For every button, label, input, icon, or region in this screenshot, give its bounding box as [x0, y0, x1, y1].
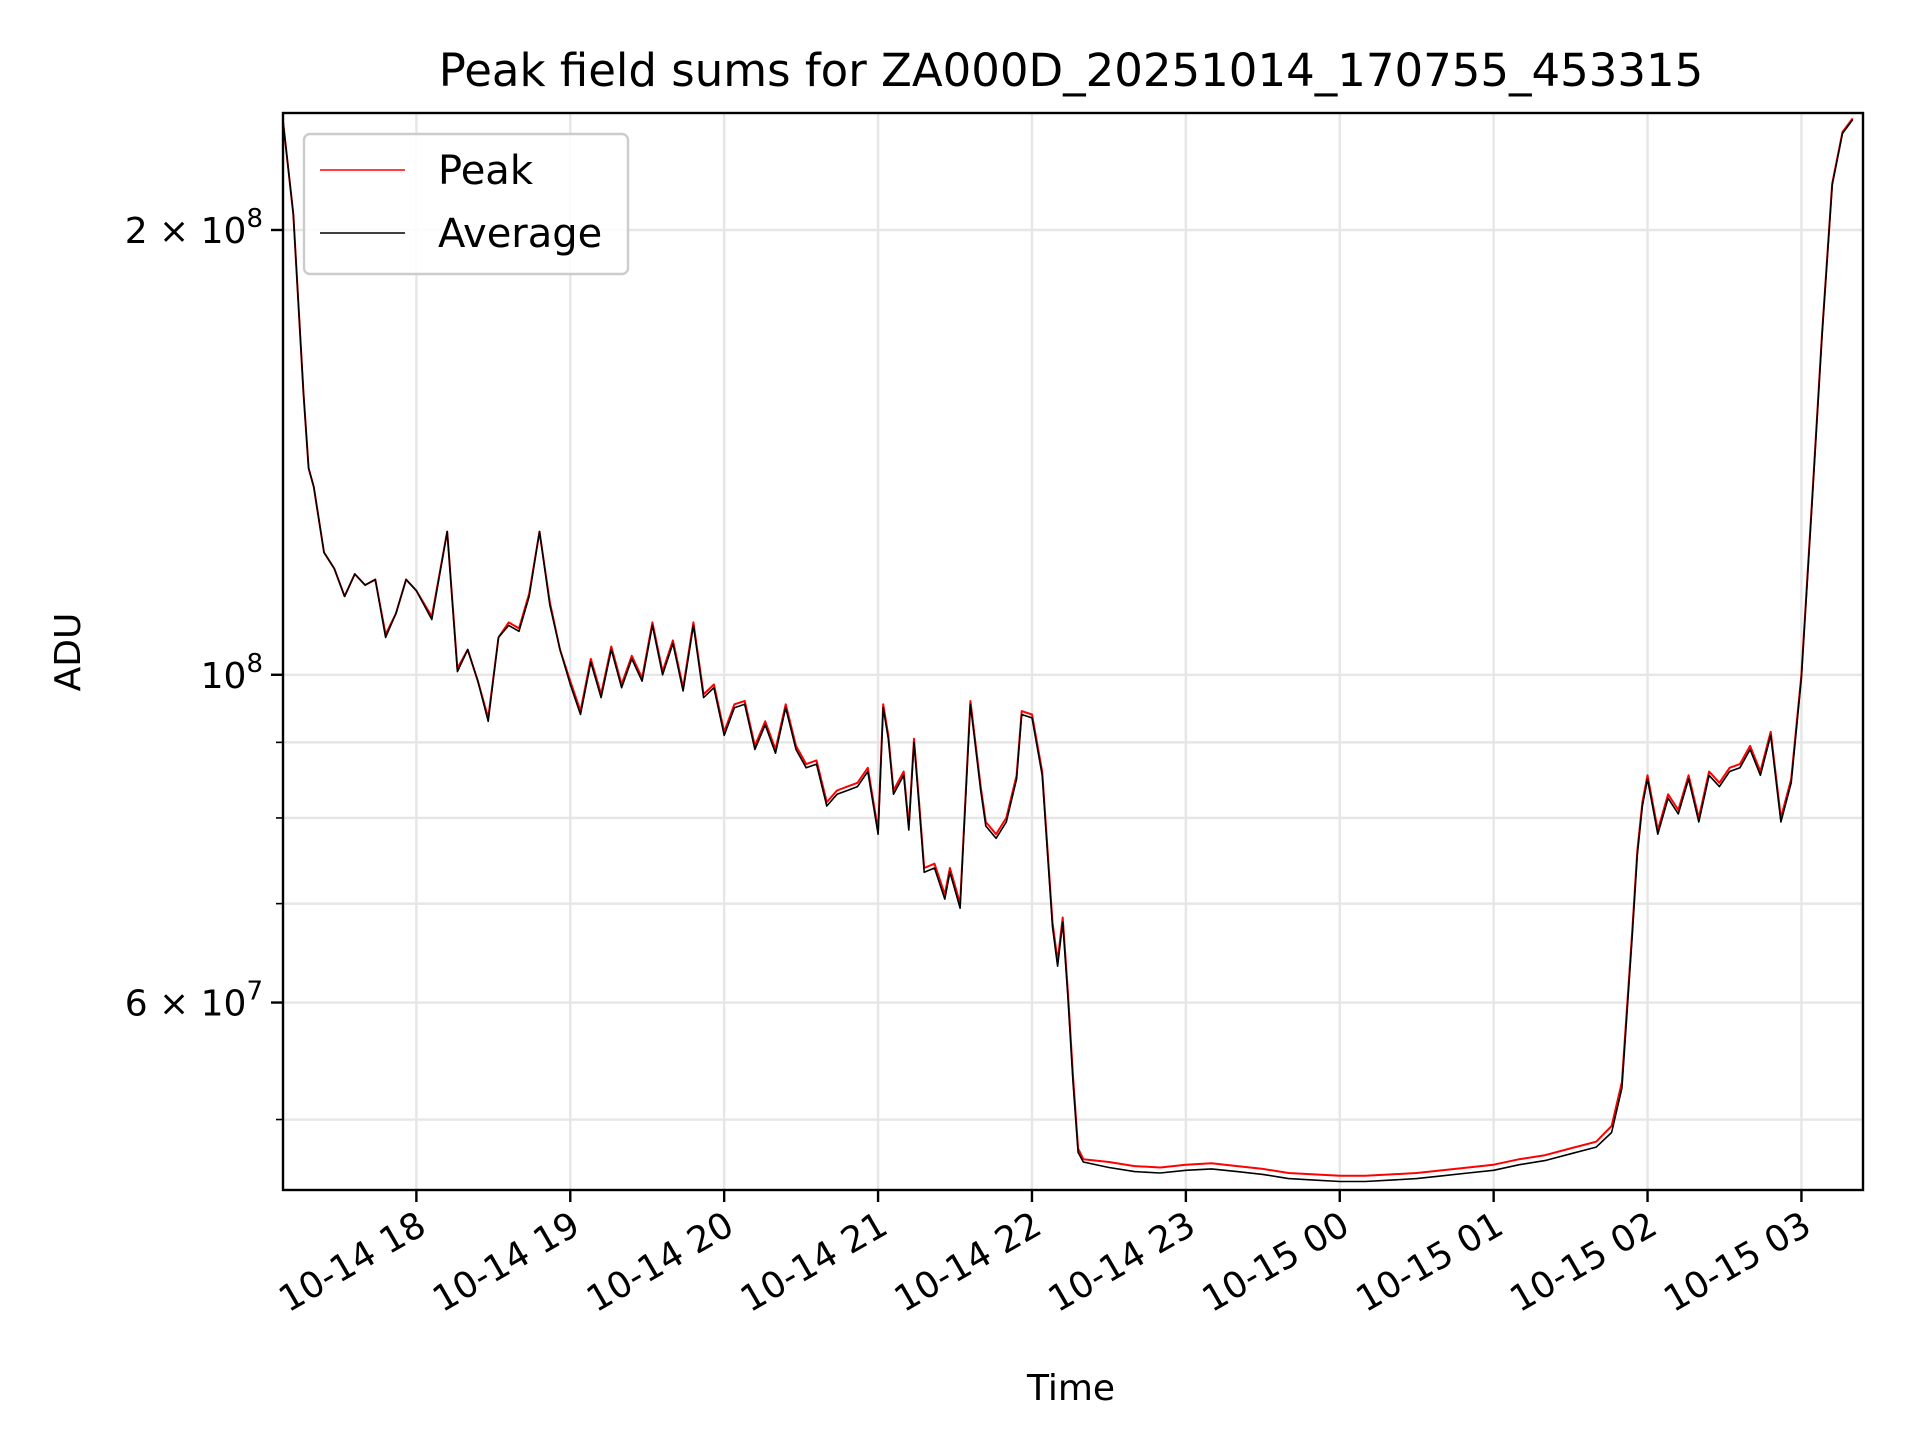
plot-frame: [281, 111, 1865, 1192]
legend: Peak Average: [302, 132, 630, 276]
chart-title: Peak field sums for ZA000D_20251014_1707…: [439, 44, 1704, 97]
y-axis-label: ADU: [48, 613, 89, 692]
y-tick-label: 2 × 108: [125, 204, 263, 252]
series-line-average: [283, 119, 1854, 1183]
y-axis-ticks: 6 × 107 108 2 × 108: [125, 204, 283, 1121]
legend-label-average: Average: [438, 211, 602, 257]
y-tick-label: 6 × 107: [125, 977, 263, 1025]
legend-box: [302, 132, 630, 276]
legend-label-peak: Peak: [438, 148, 534, 194]
y-tick-label: 108: [201, 649, 263, 697]
grid-lines: [283, 113, 1863, 1190]
series-layer: [283, 117, 1854, 1183]
x-axis-label: Time: [1026, 1368, 1115, 1409]
